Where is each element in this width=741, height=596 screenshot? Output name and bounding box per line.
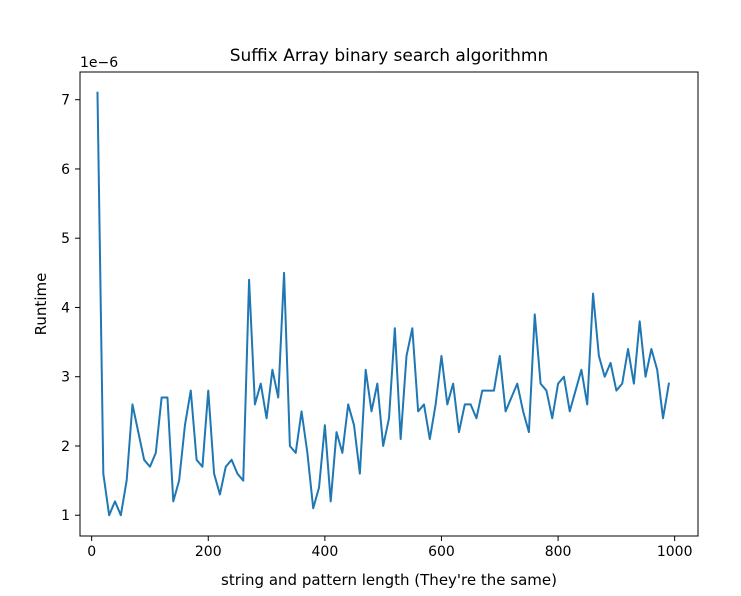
x-axis-label: string and pattern length (They're the s… [221, 571, 557, 589]
x-tick-label: 600 [428, 544, 455, 560]
plot-frame [79, 71, 699, 537]
plot-area [96, 91, 671, 517]
y-tick-label: 7 [61, 93, 70, 109]
x-tick-label: 200 [195, 544, 222, 560]
series-line-0 [96, 91, 671, 517]
y-tick-label: 3 [61, 370, 70, 386]
axes: 0 200 400 600 800 1000 1 2 3 4 5 6 7 [61, 71, 699, 560]
y-tick-label: 1 [61, 508, 70, 524]
y-tick-label: 5 [61, 231, 70, 247]
y-tick-label: 6 [61, 162, 70, 178]
y-offset-label: 1e−6 [80, 55, 118, 71]
y-tick-label: 4 [61, 300, 70, 316]
x-tick-label: 400 [312, 544, 339, 560]
x-tick-label: 1000 [657, 544, 693, 560]
y-axis-label: Runtime [32, 273, 50, 336]
x-tick-label: 0 [87, 544, 96, 560]
x-tick-label: 800 [545, 544, 572, 560]
y-tick-label: 2 [61, 439, 70, 455]
chart-title: Suffix Array binary search algorithmn [230, 46, 549, 66]
